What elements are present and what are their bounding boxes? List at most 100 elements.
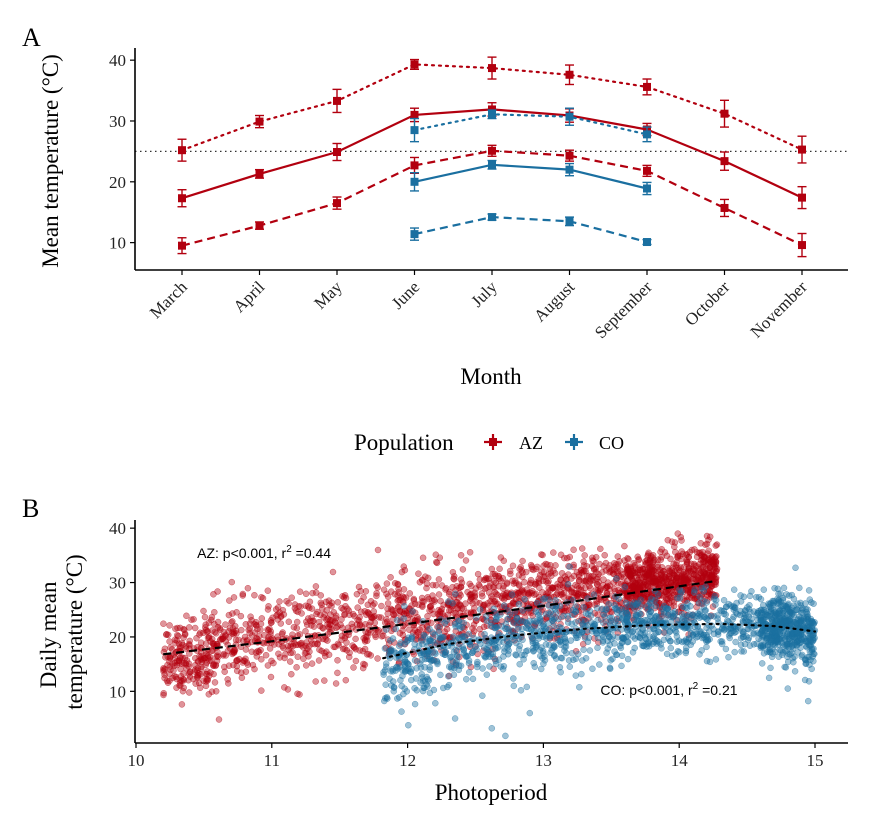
scatter-point-az <box>489 570 497 578</box>
scatter-point-az <box>281 654 288 662</box>
scatter-point-co <box>380 671 387 678</box>
data-point <box>255 117 264 126</box>
scatter-point-co <box>808 665 815 673</box>
scatter-point-co <box>434 660 441 668</box>
scatter-point-az <box>239 659 246 666</box>
scatter-point-az <box>204 634 212 641</box>
scatter-point-az <box>420 598 427 606</box>
scatter-point-co <box>738 648 745 655</box>
scatter-point-co <box>653 613 660 620</box>
scatter-point-az <box>188 616 195 623</box>
scatter-point-co <box>618 662 625 670</box>
scatter-point-co <box>455 666 463 674</box>
data-point <box>488 160 496 169</box>
scatter-point-co <box>538 644 545 651</box>
scatter-point-co <box>788 621 795 629</box>
series-co-solid <box>410 159 652 196</box>
scatter-point-az <box>214 618 222 626</box>
scatter-point-az <box>635 556 642 564</box>
scatter-point-az <box>300 655 307 663</box>
scatter-point-az <box>361 661 369 668</box>
scatter-point-co <box>701 613 708 621</box>
scatter-point-az <box>202 682 210 690</box>
scatter-point-az <box>275 650 282 658</box>
scatter-point-az <box>207 657 215 664</box>
scatter-point-az <box>221 663 228 671</box>
scatter-point-co <box>637 596 644 603</box>
scatter-point-az <box>281 684 288 691</box>
scatter-point-az <box>225 611 233 619</box>
scatter-point-az <box>587 576 594 583</box>
scatter-point-co <box>550 642 558 649</box>
scatter-point-az <box>302 590 310 598</box>
scatter-point-co <box>526 709 534 717</box>
scatter-point-az <box>458 605 466 612</box>
scatter-point-az <box>698 552 705 560</box>
scatter-point-co <box>449 599 456 607</box>
scatter-point-co <box>580 646 587 653</box>
panel-b-y-axis-label-line-2: temperature (°C) <box>62 554 87 709</box>
scatter-point-az <box>272 606 280 613</box>
scatter-point-az <box>383 618 391 626</box>
scatter-point-az <box>246 630 253 637</box>
scatter-point-az <box>226 597 233 604</box>
scatter-point-az <box>242 646 250 653</box>
x-tick-label: 12 <box>399 751 416 770</box>
scatter-point-co <box>425 637 433 645</box>
scatter-point-co <box>783 641 790 648</box>
scatter-point-az <box>279 642 286 650</box>
scatter-point-az <box>388 588 395 595</box>
scatter-point-co <box>550 622 558 630</box>
scatter-point-co <box>450 671 458 679</box>
scatter-point-az <box>502 594 509 601</box>
scatter-point-az <box>703 540 711 548</box>
scatter-point-co <box>500 662 508 670</box>
scatter-point-az <box>357 587 364 595</box>
scatter-point-co <box>458 633 466 641</box>
scatter-point-co <box>660 602 668 610</box>
scatter-point-co <box>465 660 473 667</box>
panel-a: A Mean temperature (°C) Month 10 20 30 40 Ma… <box>22 23 848 389</box>
y-tick-label: 40 <box>109 51 126 70</box>
scatter-point-co <box>411 700 419 708</box>
scatter-point-az <box>706 533 714 541</box>
scatter-point-az <box>160 689 167 697</box>
scatter-point-az <box>164 679 172 686</box>
scatter-point-co <box>637 630 644 637</box>
scatter-point-az <box>284 686 292 693</box>
scatter-point-co <box>421 655 429 663</box>
scatter-point-az <box>384 605 391 613</box>
scatter-point-co <box>683 604 691 612</box>
scatter-point-co <box>465 669 473 676</box>
scatter-point-az <box>254 635 261 643</box>
scatter-point-co <box>737 641 745 649</box>
scatter-point-az <box>216 624 223 632</box>
scatter-point-az <box>471 592 479 599</box>
scatter-point-co <box>727 625 734 632</box>
scatter-point-az <box>342 676 350 684</box>
scatter-point-co <box>771 584 778 592</box>
scatter-point-co <box>560 612 567 620</box>
scatter-point-co <box>537 665 545 673</box>
scatter-point-az <box>287 649 294 657</box>
scatter-point-co <box>426 663 433 671</box>
panel-a-axes: 10 20 30 40 March April May June July August Septe… <box>109 48 848 342</box>
scatter-point-co <box>804 697 812 705</box>
scatter-point-az <box>264 587 272 594</box>
scatter-point-az <box>671 539 679 546</box>
series-line <box>414 215 648 244</box>
scatter-point-az <box>198 663 205 671</box>
scatter-point-co <box>613 651 621 658</box>
scatter-point-co <box>382 681 389 688</box>
scatter-point-co <box>450 633 457 640</box>
scatter-point-co <box>479 692 486 699</box>
scatter-point-az <box>522 568 530 576</box>
scatter-point-az <box>416 578 424 586</box>
scatter-point-az <box>166 622 173 629</box>
scatter-point-az <box>371 600 378 607</box>
scatter-point-az <box>664 536 672 544</box>
scatter-point-az <box>222 638 230 645</box>
scatter-point-az <box>179 687 187 695</box>
scatter-point-az <box>252 618 260 626</box>
scatter-point-az <box>357 608 365 616</box>
